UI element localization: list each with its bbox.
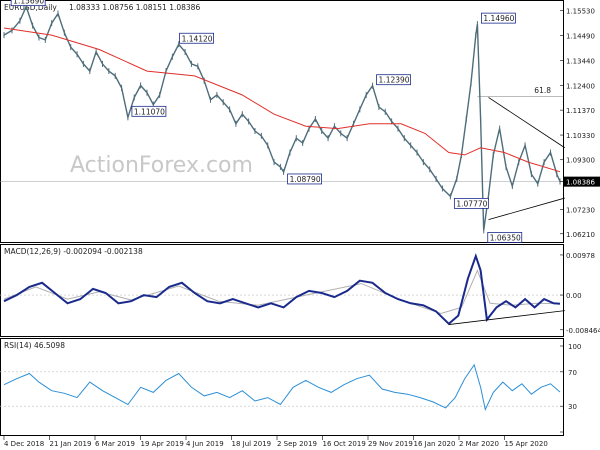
x-tick-label: 19 Apr 2019 [141, 440, 184, 448]
rsi-y-tick-label: 70 [568, 369, 577, 377]
x-tick-label: 2 Sep 2019 [277, 440, 317, 448]
price-trendline [488, 197, 565, 221]
x-tick-label: 21 Jan 2019 [50, 440, 92, 448]
macd-trendline [448, 310, 565, 325]
macd-y-tick-label: -0.008464 [566, 327, 600, 335]
price-y-tick-label: 1.06210 [566, 231, 595, 239]
price-annotation-text: 1.08790 [290, 175, 321, 184]
rsi-line [3, 363, 561, 412]
price-y-tick-label: 1.12400 [566, 82, 595, 90]
x-tick-label: 15 Apr 2020 [505, 440, 548, 448]
macd-signal-line [3, 269, 561, 315]
current-price-box [564, 176, 600, 187]
price-annotation-text: 1.12390 [379, 76, 410, 85]
fib-label: 61.8 [534, 86, 551, 95]
price-annotation-box [179, 32, 214, 44]
price-y-tick-label: 1.13440 [566, 58, 595, 66]
price-y-tick-label: 1.11370 [566, 107, 595, 115]
price-annotation-box [131, 105, 167, 117]
macd-title: MACD(12,26,9) -0.002094 -0.002138 [4, 247, 143, 256]
x-tick-label: 16 Oct 2019 [323, 440, 366, 448]
price-y-tick-label: 1.14490 [566, 32, 595, 40]
price-annotation-box [487, 232, 523, 243]
price-annotation-text: 1.11070 [134, 107, 165, 116]
x-tick-label: 4 Dec 2018 [4, 440, 44, 448]
rsi-panel-frame [0, 338, 564, 436]
price-annotation-text: 1.15690 [13, 0, 44, 6]
price-panel-frame [0, 0, 564, 243]
macd-y-tick-label: 0.00978 [566, 252, 595, 260]
x-tick-label: 4 Jun 2019 [186, 440, 224, 448]
x-tick-label: 6 Mar 2019 [95, 440, 135, 448]
price-y-tick-label: 1.09300 [566, 157, 595, 165]
price-series-line [3, 4, 561, 231]
macd-panel-frame [0, 244, 564, 337]
price-annotation-box [376, 74, 411, 86]
rsi-y-tick-label: 30 [568, 403, 577, 411]
price-annotation-text: 1.06350 [490, 233, 521, 242]
x-tick-label: 2 Mar 2020 [459, 440, 499, 448]
current-price-label: 1.08386 [566, 179, 595, 187]
price-y-tick-label: 1.15530 [566, 7, 595, 15]
watermark: ActionForex.com [70, 153, 253, 178]
x-tick-label: 29 Nov 2019 [368, 440, 413, 448]
price-annotation-text: 1.07770 [456, 199, 487, 208]
price-annotation-box [287, 173, 322, 185]
price-annotation-box [10, 0, 46, 7]
price-annotation-box [480, 12, 516, 24]
price-y-tick-label: 1.10330 [566, 132, 595, 140]
price-y-tick-label: 1.07230 [566, 206, 595, 214]
moving-average-line [3, 27, 561, 173]
price-trendline [488, 97, 565, 149]
price-ohlc: 1.08333 1.08756 1.08151 1.08386 [69, 3, 200, 12]
macd-y-tick-label: 0.00 [566, 292, 582, 300]
macd-line [3, 253, 561, 326]
price-title: EURUSD,Daily [4, 3, 57, 12]
price-annotation-text: 1.14960 [483, 14, 514, 23]
x-tick-label: 16 Jan 2020 [414, 440, 456, 448]
x-tick-label: 18 Jul 2019 [232, 440, 272, 448]
price-annotation-box [453, 197, 489, 209]
rsi-y-tick-label: 100 [568, 343, 581, 351]
price-annotation-text: 1.14120 [182, 34, 213, 43]
rsi-title: RSI(14) 46.5098 [4, 341, 65, 350]
